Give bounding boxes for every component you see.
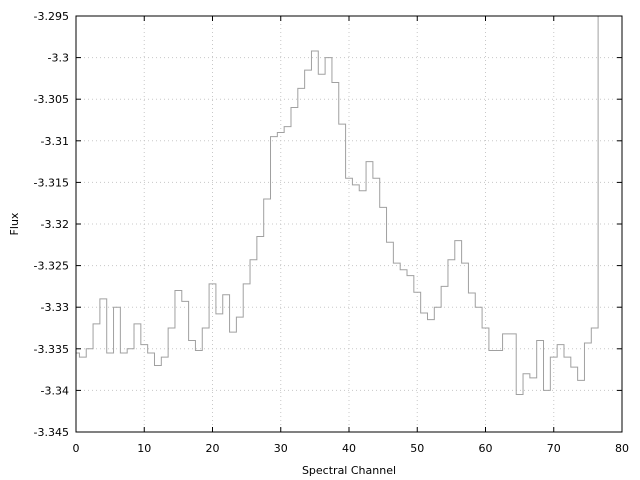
y-tick-label: -3.335 — [34, 343, 69, 356]
y-tick-label: -3.3 — [48, 52, 69, 65]
grid — [76, 16, 622, 432]
x-axis-title: Spectral Channel — [302, 464, 396, 477]
y-axis-title: Flux — [8, 212, 21, 235]
y-tick-label: -3.34 — [41, 384, 69, 397]
y-tick-label: -3.295 — [34, 10, 69, 23]
y-tick-label: -3.31 — [41, 135, 69, 148]
x-tick-label: 80 — [615, 442, 629, 455]
x-tick-label: 10 — [137, 442, 151, 455]
x-tick-label: 40 — [342, 442, 356, 455]
y-tick-label: -3.305 — [34, 93, 69, 106]
x-tick-label: 70 — [547, 442, 561, 455]
series-flux — [76, 16, 599, 396]
flux-step-line — [76, 16, 599, 396]
x-tick-label: 60 — [479, 442, 493, 455]
axis-ticks: 0 10 20 30 40 50 60 70 80 -3.295 -3.3 -3.305 -3.31 -3… — [34, 10, 629, 455]
y-tick-label: -3.325 — [34, 260, 69, 273]
x-tick-label: 30 — [274, 442, 288, 455]
y-tick-label: -3.33 — [41, 301, 69, 314]
x-tick-label: 0 — [73, 442, 80, 455]
x-tick-label: 20 — [206, 442, 220, 455]
y-tick-label: -3.345 — [34, 426, 69, 439]
y-tick-label: -3.315 — [34, 176, 69, 189]
x-tick-label: 50 — [410, 442, 424, 455]
y-tick-label: -3.32 — [41, 218, 69, 231]
